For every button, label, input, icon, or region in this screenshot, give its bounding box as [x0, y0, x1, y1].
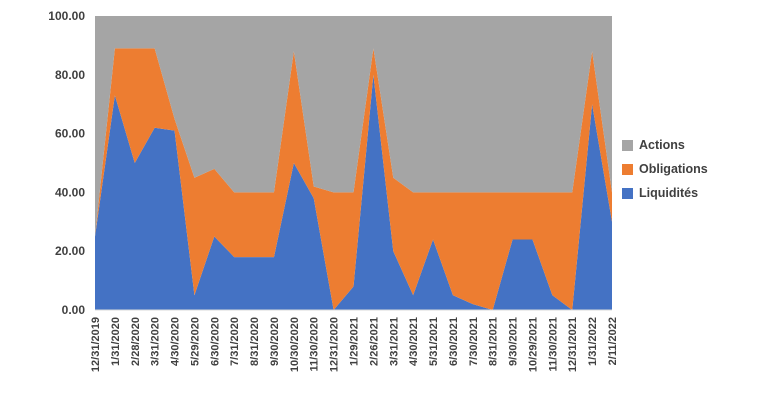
y-axis-tick-label: 80.00 — [55, 68, 85, 82]
legend-swatch-obligations — [622, 163, 633, 175]
y-axis-tick-label: 20.00 — [55, 244, 85, 258]
legend-item-actions: Actions — [622, 138, 708, 152]
legend-label-obligations: Obligations — [639, 162, 708, 176]
x-axis-tick-label: 12/31/2019 — [90, 317, 102, 372]
legend-swatch-actions — [622, 139, 633, 151]
x-axis-tick-label: 11/30/2021 — [547, 317, 559, 371]
x-axis-tick-label: 1/31/2020 — [110, 317, 122, 366]
area-series-obligations — [95, 48, 612, 311]
area-series-liquidites — [95, 74, 612, 310]
x-axis-tick-label: 5/29/2020 — [189, 317, 201, 366]
y-axis-tick-label: 0.00 — [62, 303, 86, 317]
x-axis-tick-label: 9/30/2021 — [508, 317, 520, 366]
chart-legend: Actions Obligations Liquidités — [622, 138, 708, 200]
x-axis-tick-label: 4/30/2020 — [170, 317, 182, 366]
x-axis-tick-label: 6/30/2021 — [448, 317, 460, 366]
x-axis-tick-label: 4/30/2021 — [408, 317, 420, 366]
x-axis-tick-label: 10/30/2020 — [289, 317, 301, 372]
area-series-actions — [95, 16, 612, 237]
legend-swatch-liquidites — [622, 187, 633, 199]
legend-label-actions: Actions — [639, 138, 685, 152]
x-axis-tick-label: 12/31/2020 — [329, 317, 341, 372]
x-axis-tick-label: 2/11/2022 — [607, 317, 619, 365]
x-axis-tick-label: 6/30/2020 — [209, 317, 221, 366]
legend-label-liquidites: Liquidités — [639, 186, 699, 200]
x-axis-tick-label: 10/29/2021 — [527, 317, 539, 372]
x-axis-tick-label: 11/30/2020 — [309, 317, 321, 371]
x-axis-tick-label: 9/30/2020 — [269, 317, 281, 366]
x-axis-tick-label: 8/31/2020 — [249, 317, 261, 366]
x-axis-tick-label: 2/26/2021 — [368, 317, 380, 366]
x-axis-tick-label: 3/31/2021 — [388, 317, 400, 366]
y-axis-tick-label: 60.00 — [55, 127, 85, 141]
x-axis-tick-label: 5/31/2021 — [428, 317, 440, 366]
legend-item-liquidites: Liquidités — [622, 186, 708, 200]
x-axis-tick-label: 12/31/2021 — [567, 317, 579, 372]
x-axis-tick-label: 3/31/2020 — [150, 317, 162, 366]
x-axis-tick-label: 8/31/2021 — [488, 317, 500, 366]
x-axis-tick-label: 7/31/2020 — [229, 317, 241, 366]
y-axis-tick-label: 40.00 — [55, 185, 85, 199]
legend-item-obligations: Obligations — [622, 162, 708, 176]
x-axis-tick-label: 2/28/2020 — [130, 317, 142, 366]
x-axis-tick-label: 1/31/2022 — [587, 317, 599, 366]
x-axis-tick-label: 7/30/2021 — [468, 317, 480, 366]
y-axis-tick-label: 100.00 — [48, 9, 85, 23]
x-axis-tick-label: 1/29/2021 — [349, 317, 361, 366]
